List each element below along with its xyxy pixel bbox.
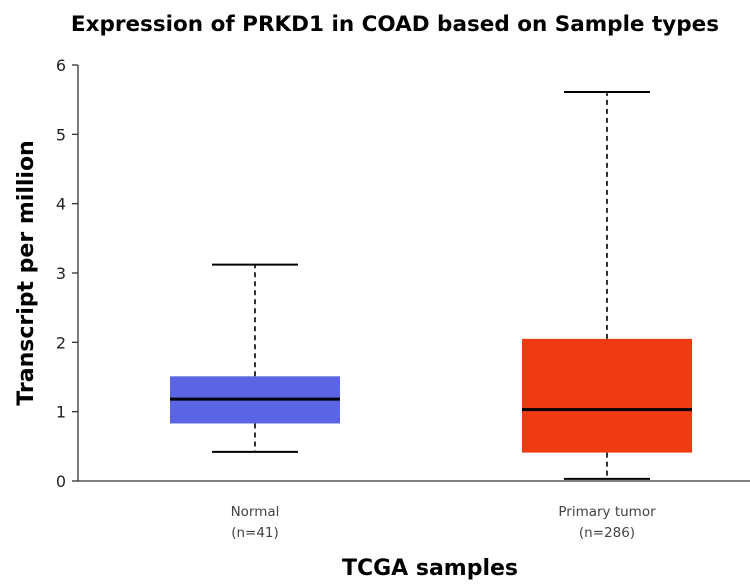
boxes	[170, 91, 692, 480]
y-tick-label: 6	[56, 56, 66, 75]
y-tick-label: 5	[56, 125, 66, 144]
x-axis: Normal (n=41) Primary tumor (n=286)	[78, 480, 750, 541]
box-normal	[170, 263, 340, 453]
y-axis-label: Transcript per million	[14, 140, 39, 405]
sample-count-label: (n=41)	[231, 525, 279, 541]
x-tick-label: Primary tumor	[558, 504, 656, 520]
iqr-box	[522, 338, 692, 453]
y-axis: 0 1 2 3 4 5 6	[56, 56, 79, 491]
box-primary-tumor	[522, 91, 692, 480]
chart-title: Expression of PRKD1 in COAD based on Sam…	[71, 12, 719, 37]
y-tick-label: 3	[56, 264, 66, 283]
x-axis-label: TCGA samples	[342, 556, 518, 581]
x-tick-label: Normal	[231, 504, 280, 520]
y-tick-label: 1	[56, 403, 66, 422]
sample-count-label: (n=286)	[579, 525, 635, 541]
y-tick-label: 2	[56, 333, 66, 352]
y-tick-label: 4	[56, 195, 66, 214]
y-tick-label: 0	[56, 472, 66, 491]
